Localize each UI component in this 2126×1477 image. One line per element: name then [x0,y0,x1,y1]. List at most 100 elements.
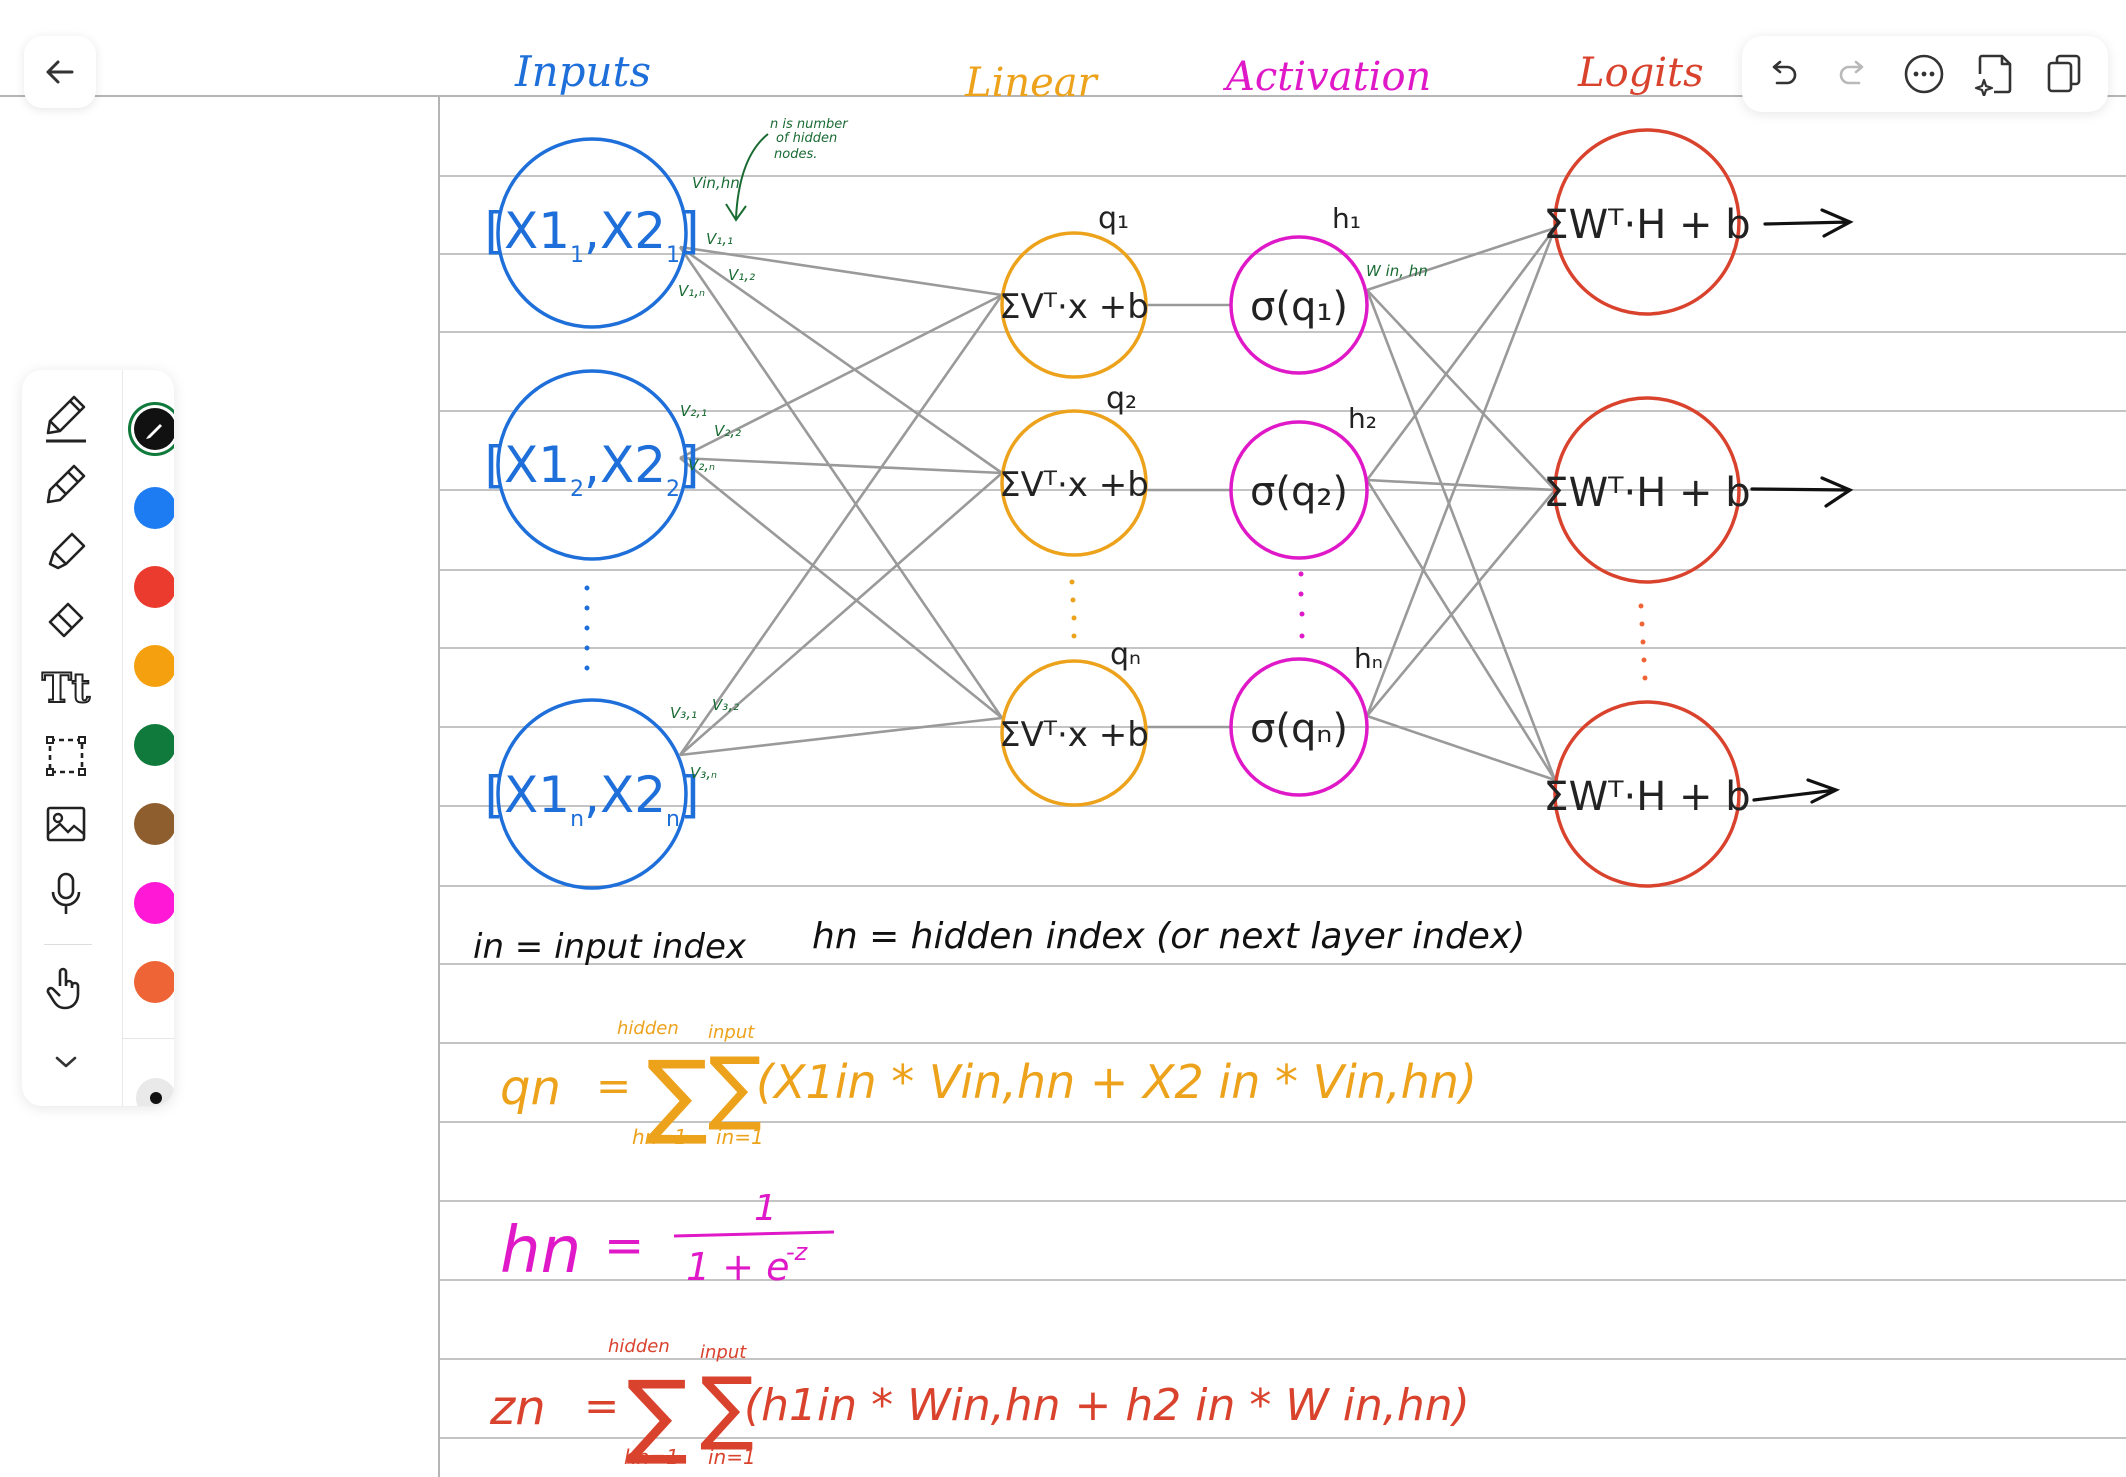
equation-h: hn = 1 1 + e -z [500,1188,835,1289]
pencil-tool[interactable] [36,456,96,512]
label-qn: qₙ [1110,637,1141,672]
edge-input-1-linear-2 [679,245,1003,475]
weight-vin: Vin,hn [692,174,740,192]
edge-activation-3-logit-1 [1365,227,1557,717]
header-inputs: Inputs [514,47,651,96]
collapse-tool[interactable] [36,1034,96,1090]
pen-icon [146,424,162,439]
more-icon [1904,54,1944,94]
sum-input: ∑ [700,1360,754,1453]
image-tool[interactable] [36,796,96,852]
label-h2: h₂ [1348,402,1377,435]
stroke-size-dot [150,1092,162,1104]
svg-text:ΣVᵀ·x +b: ΣVᵀ·x +b [999,715,1149,755]
weight-v1n: V₁,ₙ [678,282,705,300]
edge-input-1-linear-1 [679,245,1003,297]
annotation-hidden-nodes: n is number of hidden nodes. [770,117,849,162]
logit-ellipsis [1638,603,1648,681]
edge-input-3-linear-1 [678,294,1004,756]
svg-text:in=1: in=1 [716,1125,764,1149]
text-icon: Tt [41,664,91,713]
weight-v3n: V₃,ₙ [690,764,717,782]
svg-text:hn=1: hn=1 [632,1125,687,1149]
svg-text:in=1: in=1 [708,1445,756,1469]
svg-text:=: = [604,1218,644,1274]
undo-icon [1772,60,1797,85]
svg-text:nodes.: nodes. [774,147,817,162]
arrow-left-icon [46,60,74,84]
color-swatch[interactable] [134,961,174,1003]
svg-text:ΣWᵀ·H + b: ΣWᵀ·H + b [1543,202,1750,248]
annotation-arrow [725,133,769,222]
image-icon [46,806,86,842]
swatch-separator [122,1038,174,1039]
color-swatch[interactable] [134,803,174,845]
label-q2: q₂ [1106,381,1137,416]
hand-tool[interactable] [36,960,96,1016]
pen-tool[interactable] [36,390,96,446]
microphone-icon [51,872,81,914]
copy-pages-icon [2047,54,2081,93]
more-button[interactable] [1894,44,1954,104]
hand-pointer-icon [46,967,80,1010]
edge-activation-2-logit-3 [1365,479,1557,781]
legend-input-index: in = input index [473,927,747,967]
eraser-tool[interactable] [36,592,96,648]
text-tool[interactable]: Tt [36,660,96,716]
eraser-icon [48,602,84,638]
weight-v32: V₃,₂ [712,696,739,714]
svg-text:input: input [708,1022,755,1043]
undo-button[interactable] [1752,44,1812,104]
edge-activation-1-logit-1 [1366,226,1556,292]
svg-text:1 + e: 1 + e [686,1245,790,1289]
linear-ellipsis [1069,579,1077,639]
highlighter-icon [48,532,86,570]
pages-button[interactable] [2034,44,2094,104]
color-swatch[interactable] [134,566,174,608]
pencil-icon [46,464,86,504]
edge-activation-3-logit-3 [1366,714,1556,782]
svg-text:qn: qn [500,1060,561,1116]
ai-sparkle-page-icon [1974,54,2012,96]
highlighter-tool[interactable] [36,524,96,580]
edge-input-2-linear-3 [679,456,1003,720]
input-ellipsis [584,585,590,671]
svg-text:n is number: n is number [770,117,849,132]
stroke-size-button[interactable] [136,1078,174,1106]
ai-page-button[interactable] [1964,44,2024,104]
redo-button[interactable] [1824,44,1884,104]
network-edges [678,226,1557,782]
label-h1: h₁ [1332,202,1361,235]
mic-tool[interactable] [36,866,96,922]
lasso-tool[interactable] [36,728,96,784]
back-button[interactable] [24,36,96,108]
svg-text:hn: hn [500,1214,581,1288]
legend-hidden-index: hn = hidden index (or next layer index) [812,916,1525,957]
color-swatch[interactable] [134,724,174,766]
svg-text:=: = [596,1061,631,1110]
svg-text:ΣWᵀ·H + b: ΣWᵀ·H + b [1543,774,1750,820]
bracket-open: [ [484,202,504,260]
redo-icon [1839,60,1864,85]
edge-input-2-linear-1 [679,293,1003,460]
sum-input: ∑ [708,1040,762,1133]
label-q1: q₁ [1098,201,1129,236]
weight-win: W in, hn [1366,262,1428,280]
svg-text:hn=1: hn=1 [624,1445,679,1469]
color-swatch[interactable] [134,487,174,529]
weight-v11: V₁,₁ [706,230,733,248]
color-swatch[interactable] [134,645,174,687]
input-node-n: [X1n,X2n] [485,698,700,890]
svg-text:σ(q₂): σ(q₂) [1250,469,1348,515]
svg-text:input: input [700,1342,747,1363]
activation-node-2: σ(q₂) [1229,420,1369,560]
activation-ellipsis [1298,571,1305,639]
color-swatch[interactable] [134,408,174,450]
activation-node-1: σ(q₁) [1229,235,1369,375]
edge-input-1-linear-3 [678,246,1004,719]
color-swatch[interactable] [134,882,174,924]
weight-v22: V₂,₂ [714,422,741,440]
activation-node-n: σ(qₙ) [1229,657,1369,797]
logit-node-n: ΣWᵀ·H + b [1543,700,1751,888]
